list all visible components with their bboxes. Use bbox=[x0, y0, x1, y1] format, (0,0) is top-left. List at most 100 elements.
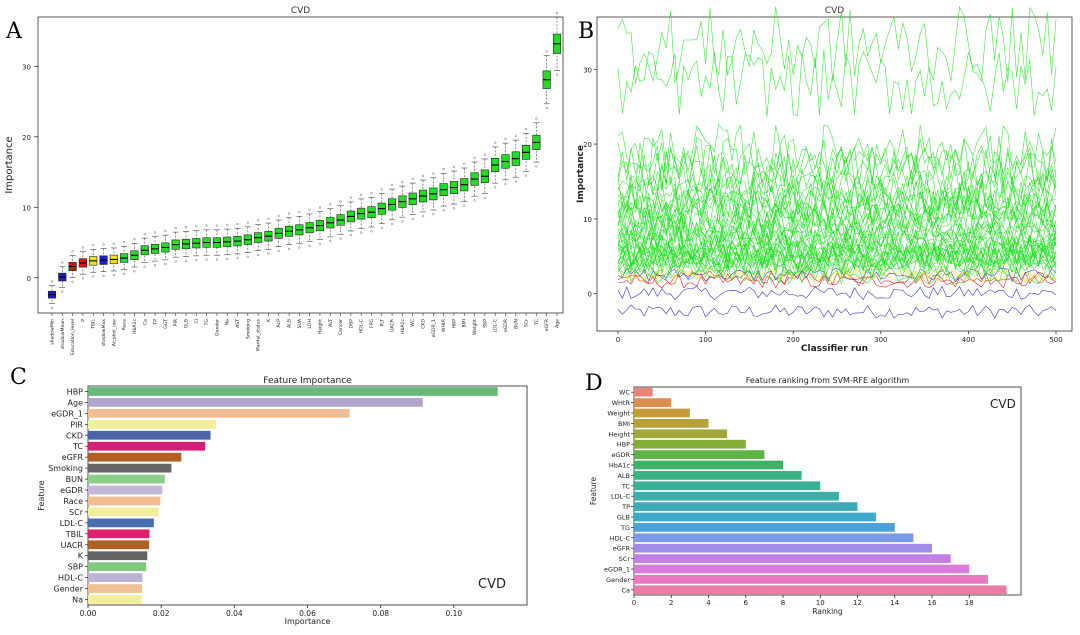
boxplot-outlier bbox=[463, 204, 466, 207]
panel-a-x-tick-label: GGT bbox=[163, 319, 169, 329]
panel-d-y-tick-label: WHtR bbox=[612, 399, 631, 407]
boxplot-outlier bbox=[50, 280, 54, 283]
panel-a-x-tick-label: ALB bbox=[287, 319, 293, 328]
panel-c-y-tick-label: UACR bbox=[61, 541, 84, 550]
boxplot-outlier bbox=[421, 215, 425, 218]
panel-a-plot-frame bbox=[37, 16, 564, 314]
history-line bbox=[617, 167, 1057, 211]
boxplot-outlier bbox=[308, 208, 311, 211]
ranking-bar bbox=[634, 439, 746, 449]
panel-a-x-tick-label: Weight bbox=[472, 319, 478, 335]
panel-d-y-tick-label: HBP bbox=[617, 441, 630, 449]
panel-a-x-tick-label: Cl bbox=[194, 319, 200, 323]
panel-b-x-tick-label: 300 bbox=[874, 336, 887, 344]
boxplot-outlier bbox=[195, 225, 198, 228]
ranking-bar bbox=[634, 491, 839, 501]
panel-a-x-tick-label: BUN bbox=[513, 319, 519, 329]
boxplot-outlier bbox=[494, 141, 497, 144]
panel-a-x-tick-label: FPG bbox=[369, 319, 375, 328]
boxplot-outlier bbox=[153, 231, 157, 234]
panel-a-x-tick-label: Alcohol_use bbox=[111, 319, 117, 346]
panel-c-y-tick-label: SBP bbox=[68, 563, 84, 572]
panel-c-y-tick-label: Race bbox=[63, 497, 83, 506]
panel-d-y-tick-label: SCr bbox=[619, 555, 631, 563]
history-line bbox=[617, 274, 1057, 289]
panel-c-y-tick-label: Smoking bbox=[48, 464, 83, 473]
panel-d-x-tick-label: 16 bbox=[928, 599, 937, 607]
history-line bbox=[617, 147, 1057, 194]
boxplot-outlier bbox=[164, 229, 167, 232]
panel-a-y-tick-label: 0 bbox=[27, 275, 31, 283]
history-line bbox=[617, 135, 1057, 186]
boxplot-outlier bbox=[349, 234, 352, 237]
history-line bbox=[617, 123, 1057, 177]
boxplot-outlier bbox=[473, 156, 476, 159]
panel-a-y-tick-label: 30 bbox=[22, 63, 31, 71]
importance-bar bbox=[88, 551, 148, 561]
boxplot-outlier bbox=[133, 238, 136, 241]
boxplot-outlier bbox=[329, 203, 332, 206]
panel-a-x-tick-label: Education_level bbox=[70, 319, 76, 355]
ranking-bar bbox=[634, 450, 765, 459]
panel-a-x-tick-label: P bbox=[80, 319, 86, 322]
boxplot-outlier bbox=[535, 117, 538, 120]
panel-a-x-tick-label: K bbox=[266, 318, 272, 322]
importance-bar bbox=[88, 540, 150, 550]
boxplot-outlier bbox=[174, 260, 177, 263]
panel-a-x-tick-label: shadowMin bbox=[50, 319, 56, 345]
boxplot-outlier bbox=[81, 246, 85, 249]
boxplot-outlier bbox=[112, 242, 115, 245]
panel-a-x-tick-label: shadowMax bbox=[101, 319, 107, 346]
boxplot-outlier bbox=[401, 180, 404, 183]
history-line bbox=[617, 267, 1057, 283]
boxplot-outlier bbox=[298, 210, 301, 214]
panel-a-x-tick-label: Gender bbox=[214, 319, 220, 336]
ranking-bar bbox=[634, 543, 932, 553]
boxplot-outlier bbox=[184, 259, 188, 262]
importance-bar bbox=[88, 408, 350, 418]
panel-d-y-axis-label: Feature bbox=[589, 476, 598, 505]
panel-c-annotation: CVD bbox=[478, 577, 506, 592]
boxplot-outlier bbox=[555, 73, 559, 76]
panel-a-boxplot: CVD Importance 0 10 20 30 shadowMin shadowMean E… bbox=[4, 6, 564, 355]
panel-a-title: CVD bbox=[291, 6, 310, 16]
importance-bar bbox=[88, 496, 161, 506]
boxplot-outlier bbox=[391, 222, 394, 226]
importance-bar bbox=[88, 419, 217, 429]
panel-letter-d: D bbox=[585, 371, 603, 396]
panel-c-y-tick-label: HBP bbox=[67, 387, 84, 396]
history-line bbox=[617, 304, 1057, 319]
panel-a-x-tick-label: AST bbox=[235, 319, 241, 328]
importance-bar bbox=[88, 595, 142, 604]
ranking-bar bbox=[634, 481, 821, 491]
boxplot-outlier bbox=[535, 165, 538, 168]
boxplot-outlier bbox=[102, 243, 105, 246]
ranking-bar bbox=[634, 460, 783, 470]
panel-a-x-tick-label: HbA1c bbox=[132, 319, 138, 334]
panel-d-y-tick-label: Gender bbox=[606, 576, 630, 584]
history-line bbox=[617, 226, 1057, 258]
boxplot-outlier bbox=[504, 182, 507, 186]
boxplot-outlier bbox=[452, 165, 456, 168]
ranking-bar bbox=[634, 523, 895, 532]
panel-letter-b: B bbox=[578, 19, 594, 44]
history-line bbox=[617, 229, 1057, 260]
panel-b-x-tick-label: 500 bbox=[1049, 336, 1062, 344]
panel-a-x-tick-label: HDL-C bbox=[359, 319, 365, 333]
boxplot-outlier bbox=[504, 137, 507, 140]
panel-a-x-tick-label: WC bbox=[410, 319, 416, 327]
boxplot-outlier bbox=[370, 230, 373, 233]
panel-c-y-tick-label: eGDR_1 bbox=[51, 409, 83, 418]
panel-c-y-tick-label: SCr bbox=[69, 508, 84, 517]
boxplot-outlier bbox=[380, 226, 383, 230]
history-line bbox=[617, 178, 1057, 220]
panel-c-y-tick-label: TC bbox=[72, 442, 83, 451]
boxplot-outlier bbox=[112, 274, 115, 277]
panel-a-y-axis-label: Importance bbox=[4, 136, 15, 193]
boxplot-outlier bbox=[236, 223, 239, 226]
boxplot-outlier bbox=[380, 188, 383, 191]
ranking-bar bbox=[634, 575, 988, 584]
importance-bar bbox=[88, 387, 498, 396]
boxplot-outlier bbox=[205, 224, 208, 227]
